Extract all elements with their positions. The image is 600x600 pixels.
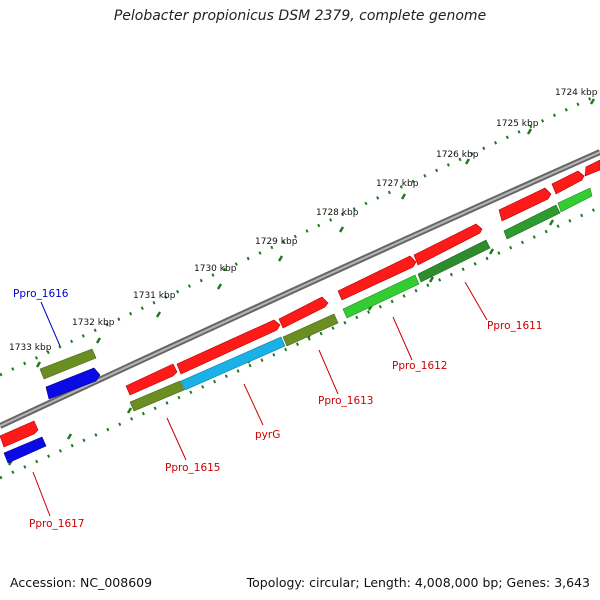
feature-green-3 — [417, 239, 491, 283]
cds-pyrg-forward — [176, 319, 281, 375]
feature-green-1 — [557, 187, 593, 213]
feature-olive-ppro-1616 — [39, 348, 97, 380]
cds-forward-1 — [584, 159, 600, 177]
scale-label-1724: 1724 kbp — [555, 88, 598, 98]
cds-forward-3 — [498, 187, 552, 222]
gene-label-ppro-1617: Ppro_1617 — [29, 518, 84, 530]
leader-lines — [32, 281, 488, 517]
scale-label-1730: 1730 kbp — [194, 264, 237, 274]
outer-major-ticks — [35, 98, 596, 368]
gene-label-ppro-1611: Ppro_1611 — [487, 320, 542, 332]
genome-backbone-highlight — [0, 151, 600, 427]
leader-ppro-1613 — [318, 349, 339, 395]
scale-label-1729: 1729 kbp — [255, 237, 298, 247]
leader-ppro-1615 — [166, 417, 187, 461]
cds-ppro-1615-forward — [125, 363, 178, 396]
cds-forward-2 — [551, 170, 585, 195]
feature-cyan-pyrg — [180, 336, 286, 391]
topology-text: Topology: circular; Length: 4,008,000 bp… — [246, 575, 590, 590]
inner-scale-ring — [0, 206, 599, 480]
leader-ppro-1611 — [464, 281, 488, 321]
gene-label-ppro-1616: Ppro_1616 — [13, 288, 69, 300]
gene-label-ppro-1613: Ppro_1613 — [318, 395, 373, 407]
scale-label-1727: 1727 kbp — [376, 179, 419, 189]
accession-text: Accession: NC_008609 — [10, 575, 153, 590]
leader-ppro-1616 — [40, 301, 61, 347]
gene-label-ppro-1612: Ppro_1612 — [392, 360, 447, 372]
feature-track — [3, 187, 593, 464]
scale-label-1725: 1725 kbp — [496, 119, 539, 129]
gene-label-pyrg: pyrG — [255, 429, 280, 441]
feature-blue-ppro-1616 — [45, 367, 101, 400]
cds-ppro-1613 — [278, 296, 329, 329]
leader-pyrg — [243, 383, 264, 426]
gene-label-ppro-1615: Ppro_1615 — [165, 462, 220, 474]
feature-green-4 — [342, 274, 420, 319]
feature-blue-ppro-1617 — [3, 436, 47, 464]
map-title: Pelobacter propionicus DSM 2379, complet… — [113, 8, 487, 24]
feature-olive-1 — [282, 313, 339, 347]
leader-ppro-1617 — [32, 471, 51, 517]
feature-green-2 — [503, 204, 561, 240]
leader-ppro-1612 — [392, 316, 413, 361]
scale-label-1726: 1726 kbp — [436, 150, 479, 160]
scale-label-1733: 1733 kbp — [9, 343, 52, 353]
scale-label-1732: 1732 kbp — [72, 318, 115, 328]
cds-ppro-1611 — [413, 223, 483, 266]
cds-ppro-1617-forward — [0, 420, 39, 448]
scale-label-1728: 1728 kbp — [316, 208, 359, 218]
feature-olive-2 — [129, 380, 185, 412]
forward-cds-track — [0, 159, 600, 448]
scale-label-1731: 1731 kbp — [133, 291, 176, 301]
cds-ppro-1612 — [337, 255, 417, 301]
